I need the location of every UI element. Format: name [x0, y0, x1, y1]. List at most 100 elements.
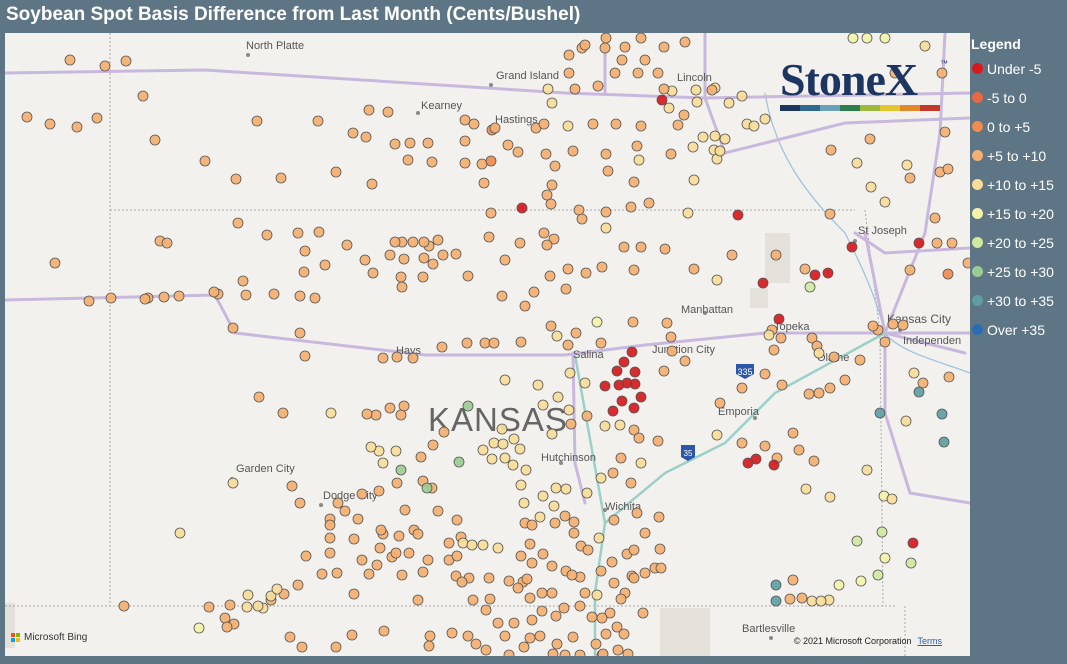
location-marker[interactable] — [563, 404, 575, 416]
location-marker[interactable] — [363, 568, 375, 580]
location-marker[interactable] — [770, 595, 782, 607]
location-marker[interactable] — [714, 397, 726, 409]
location-marker[interactable] — [639, 54, 651, 66]
location-marker[interactable] — [865, 181, 877, 193]
location-marker[interactable] — [625, 477, 637, 489]
location-marker[interactable] — [567, 631, 579, 643]
location-marker[interactable] — [286, 480, 298, 492]
location-marker[interactable] — [576, 213, 588, 225]
location-marker[interactable] — [377, 352, 389, 364]
location-marker[interactable] — [824, 382, 836, 394]
location-marker[interactable] — [537, 490, 549, 502]
location-marker[interactable] — [470, 638, 482, 650]
location-marker[interactable] — [391, 351, 403, 363]
location-marker[interactable] — [596, 612, 608, 624]
location-marker[interactable] — [496, 423, 508, 435]
location-marker[interactable] — [252, 600, 264, 612]
location-marker[interactable] — [736, 382, 748, 394]
location-marker[interactable] — [324, 532, 336, 544]
location-marker[interactable] — [149, 134, 161, 146]
location-marker[interactable] — [610, 118, 622, 130]
location-marker[interactable] — [422, 554, 434, 566]
location-marker[interactable] — [900, 415, 912, 427]
location-marker[interactable] — [653, 511, 665, 523]
location-marker[interactable] — [608, 514, 620, 526]
location-marker[interactable] — [432, 234, 444, 246]
location-marker[interactable] — [770, 579, 782, 591]
location-marker[interactable] — [851, 535, 863, 547]
location-marker[interactable] — [365, 441, 377, 453]
location-marker[interactable] — [508, 433, 520, 445]
location-marker[interactable] — [480, 644, 492, 656]
location-marker[interactable] — [867, 320, 879, 332]
location-marker[interactable] — [348, 588, 360, 600]
location-marker[interactable] — [515, 479, 527, 491]
location-marker[interactable] — [599, 380, 611, 392]
location-marker[interactable] — [768, 459, 780, 471]
location-marker[interactable] — [325, 407, 337, 419]
location-marker[interactable] — [21, 111, 33, 123]
location-marker[interactable] — [426, 156, 438, 168]
location-marker[interactable] — [521, 573, 533, 585]
location-marker[interactable] — [507, 459, 519, 471]
location-marker[interactable] — [423, 640, 435, 652]
location-marker[interactable] — [299, 350, 311, 362]
location-marker[interactable] — [389, 236, 401, 248]
location-marker[interactable] — [851, 157, 863, 169]
location-marker[interactable] — [635, 241, 647, 253]
location-marker[interactable] — [872, 569, 884, 581]
location-marker[interactable] — [750, 453, 762, 465]
location-marker[interactable] — [799, 263, 811, 275]
location-marker[interactable] — [536, 587, 548, 599]
location-marker[interactable] — [524, 592, 536, 604]
location-marker[interactable] — [736, 437, 748, 449]
location-marker[interactable] — [550, 610, 562, 622]
location-marker[interactable] — [319, 259, 331, 271]
location-marker[interactable] — [503, 575, 515, 587]
location-marker[interactable] — [208, 286, 220, 298]
location-marker[interactable] — [562, 120, 574, 132]
location-marker[interactable] — [574, 600, 586, 612]
location-marker[interactable] — [824, 491, 836, 503]
location-marker[interactable] — [658, 83, 670, 95]
location-marker[interactable] — [499, 630, 511, 642]
map-panel[interactable]: 335 35 North Platte Grand Island Kearney… — [5, 33, 970, 656]
location-marker[interactable] — [547, 648, 559, 656]
location-marker[interactable] — [907, 537, 919, 549]
location-marker[interactable] — [659, 243, 671, 255]
location-marker[interactable] — [284, 631, 296, 643]
location-marker[interactable] — [407, 352, 419, 364]
location-marker[interactable] — [105, 292, 117, 304]
location-marker[interactable] — [294, 290, 306, 302]
location-marker[interactable] — [466, 539, 478, 551]
location-marker[interactable] — [294, 497, 306, 509]
location-marker[interactable] — [616, 54, 628, 66]
location-marker[interactable] — [292, 227, 304, 239]
location-marker[interactable] — [118, 600, 130, 612]
location-marker[interactable] — [658, 41, 670, 53]
location-marker[interactable] — [524, 632, 536, 644]
location-marker[interactable] — [763, 329, 775, 341]
location-marker[interactable] — [534, 511, 546, 523]
location-marker[interactable] — [582, 544, 594, 556]
location-marker[interactable] — [759, 113, 771, 125]
location-marker[interactable] — [478, 177, 490, 189]
location-marker[interactable] — [538, 118, 550, 130]
location-marker[interactable] — [784, 593, 796, 605]
location-marker[interactable] — [382, 106, 394, 118]
location-marker[interactable] — [563, 49, 575, 61]
location-marker[interactable] — [446, 627, 458, 639]
location-marker[interactable] — [330, 166, 342, 178]
location-marker[interactable] — [199, 155, 211, 167]
location-marker[interactable] — [412, 528, 424, 540]
location-marker[interactable] — [499, 254, 511, 266]
location-marker[interactable] — [418, 252, 430, 264]
location-marker[interactable] — [839, 374, 851, 386]
location-marker[interactable] — [224, 599, 236, 611]
location-marker[interactable] — [612, 644, 624, 656]
location-marker[interactable] — [825, 144, 837, 156]
location-marker[interactable] — [616, 395, 628, 407]
location-marker[interactable] — [91, 112, 103, 124]
location-marker[interactable] — [371, 559, 383, 571]
location-marker[interactable] — [876, 526, 888, 538]
